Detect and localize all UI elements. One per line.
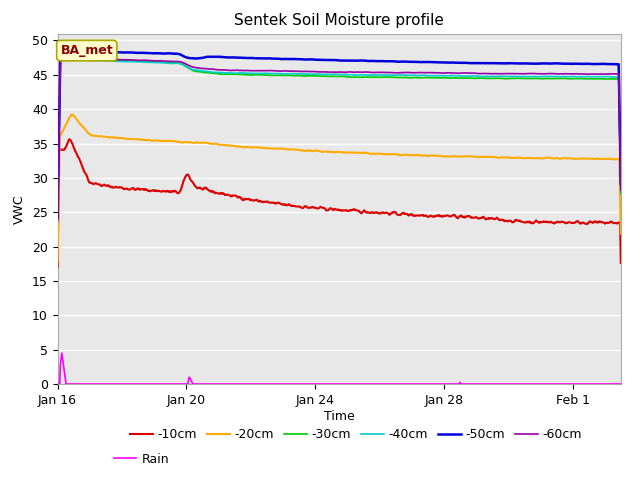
Legend: Rain: Rain xyxy=(109,448,174,470)
Text: BA_met: BA_met xyxy=(60,44,113,57)
Title: Sentek Soil Moisture profile: Sentek Soil Moisture profile xyxy=(234,13,444,28)
Y-axis label: VWC: VWC xyxy=(13,194,26,224)
X-axis label: Time: Time xyxy=(324,409,355,422)
